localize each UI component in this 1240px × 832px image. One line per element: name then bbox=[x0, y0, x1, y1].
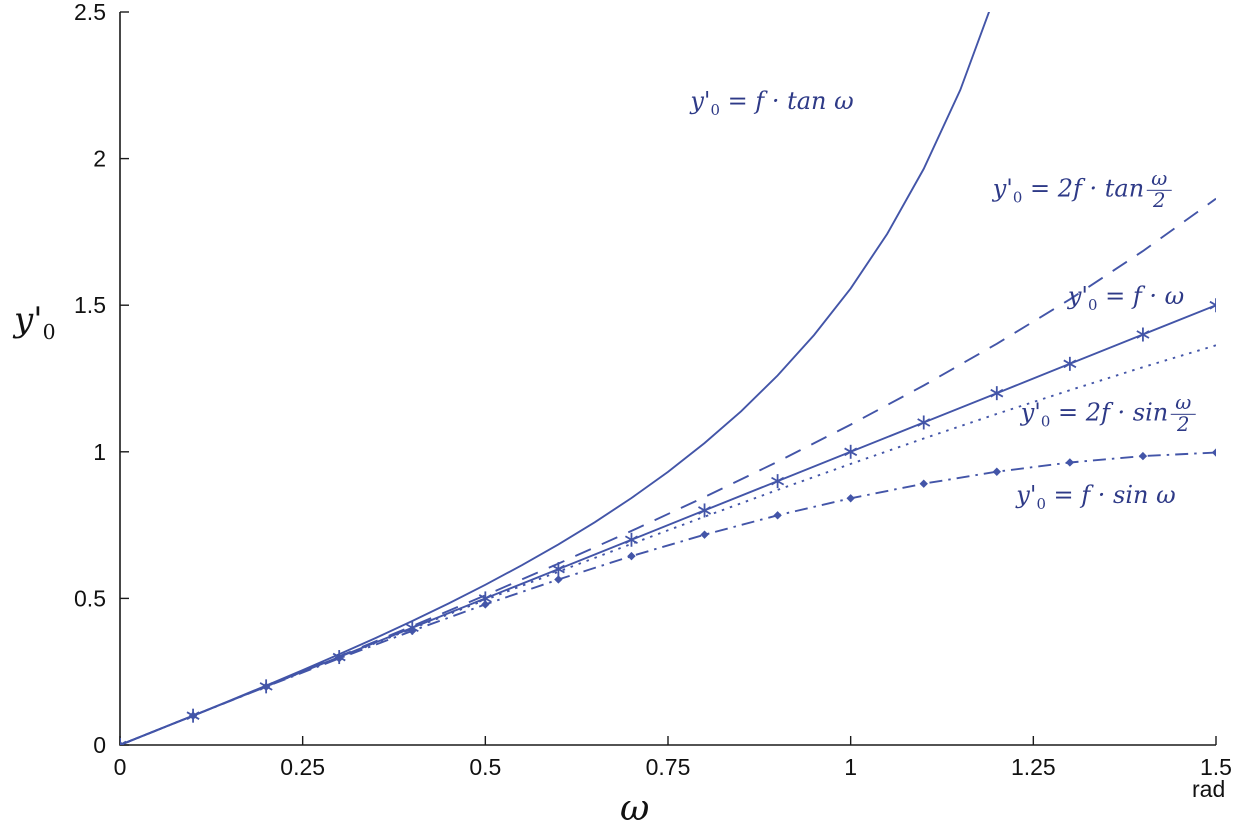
curve-equation-label: y'0 = 2f · tan ω 2 bbox=[993, 168, 1172, 211]
y-tick-label: 0 bbox=[93, 732, 106, 758]
y-tick-label: 0.5 bbox=[74, 585, 106, 611]
curve-equation-label: y'0 = f · ω bbox=[1067, 282, 1185, 314]
y-tick-label: 1 bbox=[93, 439, 106, 465]
x-tick-label: 0.25 bbox=[280, 754, 325, 780]
x-tick-label: 0 bbox=[114, 754, 127, 780]
x-axis-label: ω bbox=[620, 788, 650, 829]
curve-equation-label: y'0 = 2f · sin ω 2 bbox=[1021, 392, 1196, 435]
series-curve bbox=[120, 197, 1216, 745]
curve-equation-label: y'0 = f · tan ω bbox=[690, 87, 854, 119]
x-tick-label: 1 bbox=[844, 754, 857, 780]
x-tick-label: 0.5 bbox=[469, 754, 501, 780]
x-tick-label: 0.75 bbox=[646, 754, 691, 780]
x-tick-label: 1.5 bbox=[1200, 754, 1232, 780]
series-curve bbox=[120, 451, 1216, 745]
series-curve bbox=[120, 12, 991, 745]
x-tick-label: 1.25 bbox=[1011, 754, 1056, 780]
axes bbox=[119, 12, 1216, 746]
x-axis-unit-label: rad bbox=[1192, 776, 1226, 802]
y-axis-label: y'0 bbox=[14, 300, 56, 344]
curve-equation-label: y'0 = f · sin ω bbox=[1016, 481, 1176, 513]
y-tick-label: 1.5 bbox=[74, 292, 106, 318]
y-tick-label: 2 bbox=[93, 146, 106, 172]
y-tick-label: 2.5 bbox=[74, 0, 106, 25]
